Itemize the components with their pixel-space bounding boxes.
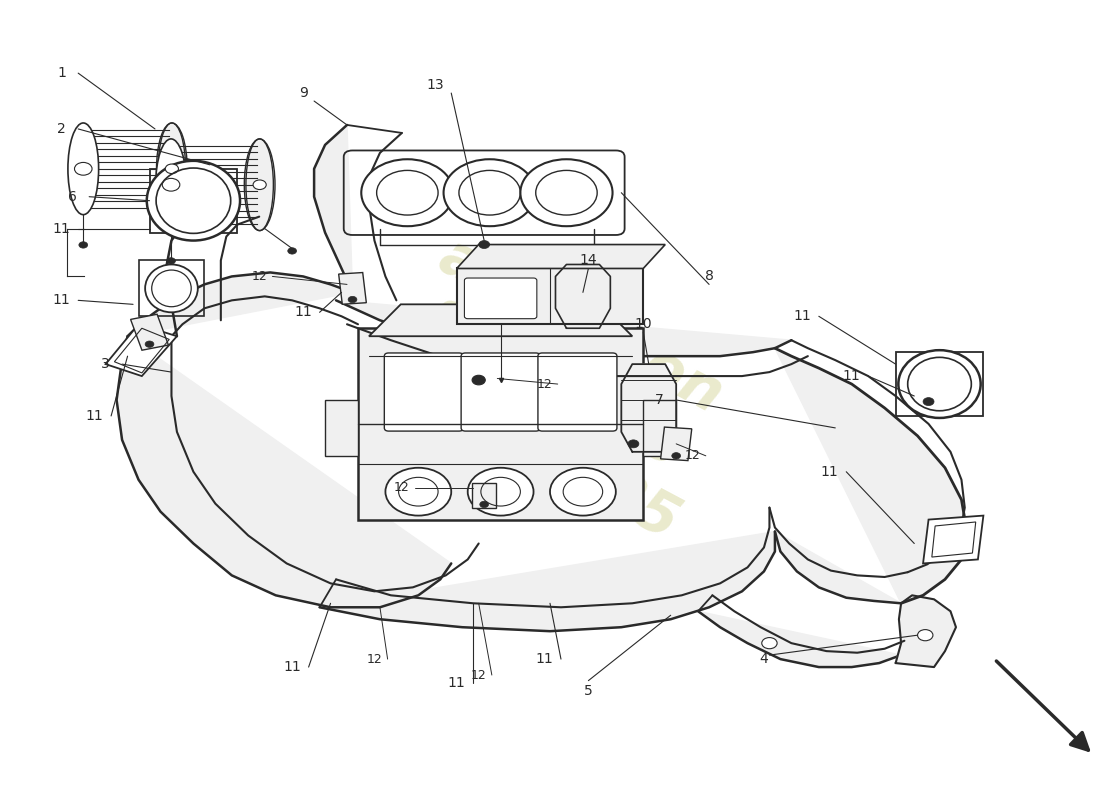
Ellipse shape — [156, 139, 186, 230]
Text: 4: 4 — [760, 652, 768, 666]
Polygon shape — [336, 300, 791, 356]
FancyBboxPatch shape — [384, 353, 463, 431]
Text: 11: 11 — [793, 310, 811, 323]
Text: 9: 9 — [299, 86, 308, 100]
Circle shape — [163, 178, 179, 191]
Text: 11: 11 — [284, 660, 301, 674]
Ellipse shape — [244, 139, 275, 230]
Ellipse shape — [145, 265, 198, 312]
Text: 12: 12 — [366, 653, 383, 666]
Text: 2: 2 — [57, 122, 66, 136]
Polygon shape — [698, 611, 901, 667]
Circle shape — [348, 296, 356, 302]
Circle shape — [167, 258, 175, 264]
Ellipse shape — [156, 123, 187, 214]
Text: 12: 12 — [471, 669, 486, 682]
Polygon shape — [128, 273, 352, 336]
Circle shape — [550, 468, 616, 515]
Circle shape — [520, 159, 613, 226]
Circle shape — [288, 248, 297, 254]
Polygon shape — [368, 304, 632, 336]
Text: 10: 10 — [635, 318, 652, 331]
Text: a passion
for parts
since 1985: a passion for parts since 1985 — [350, 218, 750, 550]
Text: 11: 11 — [86, 409, 103, 423]
Text: 14: 14 — [580, 254, 597, 267]
Polygon shape — [106, 324, 177, 376]
Polygon shape — [472, 483, 496, 509]
Text: 11: 11 — [448, 676, 465, 690]
Text: 6: 6 — [68, 190, 77, 204]
Circle shape — [762, 638, 777, 649]
Polygon shape — [339, 273, 366, 304]
Text: 11: 11 — [53, 294, 70, 307]
FancyBboxPatch shape — [538, 353, 617, 431]
Text: 11: 11 — [295, 306, 312, 319]
Polygon shape — [320, 531, 774, 631]
Circle shape — [385, 468, 451, 515]
Text: 11: 11 — [843, 369, 860, 383]
Circle shape — [628, 440, 639, 448]
Polygon shape — [315, 125, 352, 292]
Text: 12: 12 — [537, 378, 552, 390]
Text: 7: 7 — [656, 393, 664, 407]
Circle shape — [443, 159, 536, 226]
FancyBboxPatch shape — [461, 353, 540, 431]
Circle shape — [480, 502, 488, 508]
Text: 11: 11 — [536, 652, 553, 666]
Text: 3: 3 — [101, 357, 110, 371]
Polygon shape — [923, 515, 983, 563]
Text: 13: 13 — [426, 78, 443, 92]
Polygon shape — [456, 269, 644, 324]
Circle shape — [253, 180, 266, 190]
Text: 12: 12 — [252, 270, 267, 283]
Ellipse shape — [146, 161, 240, 241]
Polygon shape — [326, 400, 358, 456]
FancyBboxPatch shape — [464, 278, 537, 318]
Circle shape — [923, 398, 934, 406]
Circle shape — [145, 341, 154, 347]
Text: 5: 5 — [584, 684, 593, 698]
Polygon shape — [774, 531, 901, 603]
Polygon shape — [644, 400, 676, 456]
Polygon shape — [621, 364, 676, 452]
Polygon shape — [358, 328, 644, 519]
Circle shape — [472, 375, 485, 385]
Ellipse shape — [68, 123, 99, 214]
Circle shape — [672, 453, 681, 459]
Polygon shape — [131, 314, 168, 350]
Text: 12: 12 — [685, 450, 701, 462]
Text: 12: 12 — [394, 481, 409, 494]
Circle shape — [468, 468, 534, 515]
Text: 1: 1 — [57, 66, 66, 80]
Circle shape — [361, 159, 453, 226]
Ellipse shape — [899, 350, 981, 418]
Circle shape — [478, 241, 490, 249]
Text: 11: 11 — [53, 222, 70, 235]
Polygon shape — [774, 348, 967, 603]
Text: 8: 8 — [705, 270, 714, 283]
Circle shape — [79, 242, 88, 248]
Circle shape — [165, 164, 178, 174]
Polygon shape — [556, 265, 610, 328]
Text: 11: 11 — [821, 465, 838, 478]
Circle shape — [75, 162, 92, 175]
Circle shape — [917, 630, 933, 641]
Polygon shape — [117, 336, 451, 607]
Polygon shape — [456, 245, 666, 269]
Polygon shape — [895, 595, 956, 667]
Polygon shape — [661, 427, 692, 461]
